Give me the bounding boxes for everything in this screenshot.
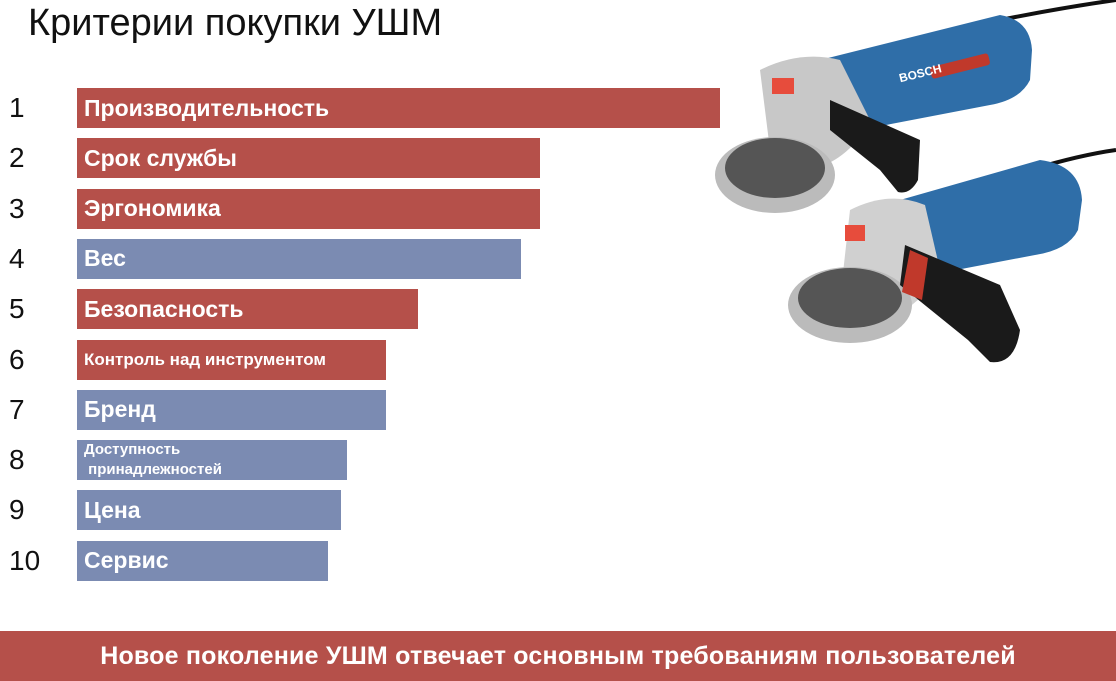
bar-2: Срок службы [77, 138, 540, 179]
bar-chart: 1 Производительность 2 Срок службы 3 Эргономи… [0, 88, 760, 581]
rank-label: 8 [9, 444, 25, 476]
chart-row: 8 Доступность принадлежностей [0, 440, 760, 481]
bar-9: Цена [77, 490, 341, 531]
rank-label: 9 [9, 494, 25, 526]
chart-row: 4 Вес [0, 238, 760, 279]
bar-6: Контроль над инструментом [77, 339, 386, 380]
chart-row: 5 Безопасность [0, 289, 760, 330]
chart-row: 7 Бренд [0, 389, 760, 430]
rank-label: 7 [9, 393, 25, 425]
chart-row: 10 Сервис [0, 540, 760, 581]
rank-label: 3 [9, 192, 25, 224]
chart-row: 1 Производительность [0, 88, 760, 128]
chart-row: 2 Срок службы [0, 138, 760, 179]
angle-grinder-illustration: BOSCH [715, 0, 1116, 363]
rank-label: 1 [9, 92, 25, 123]
bar-1: Производительность [77, 88, 720, 128]
chart-row: 9 Цена [0, 490, 760, 531]
rank-label: 4 [9, 242, 25, 274]
angle-grinder-icon: BOSCH [715, 0, 1116, 213]
bar-8: Доступность принадлежностей [77, 440, 348, 481]
angle-grinder-icon-2 [788, 148, 1116, 363]
bar-3: Эргономика [77, 188, 540, 229]
chart-row: 6 Контроль над инструментом [0, 339, 760, 380]
bar-7: Бренд [77, 389, 386, 430]
bar-10: Сервис [77, 540, 328, 581]
rank-label: 5 [9, 293, 25, 325]
rank-label: 2 [9, 142, 25, 174]
page-title: Критерии покупки УШМ [28, 2, 443, 44]
rank-label: 10 [9, 544, 41, 576]
bar-5: Безопасность [77, 289, 418, 330]
bar-4: Вес [77, 238, 521, 279]
chart-row: 3 Эргономика [0, 188, 760, 229]
rank-label: 6 [9, 343, 25, 375]
footer-banner: Новое поколение УШМ отвечает основным тр… [0, 631, 1116, 681]
